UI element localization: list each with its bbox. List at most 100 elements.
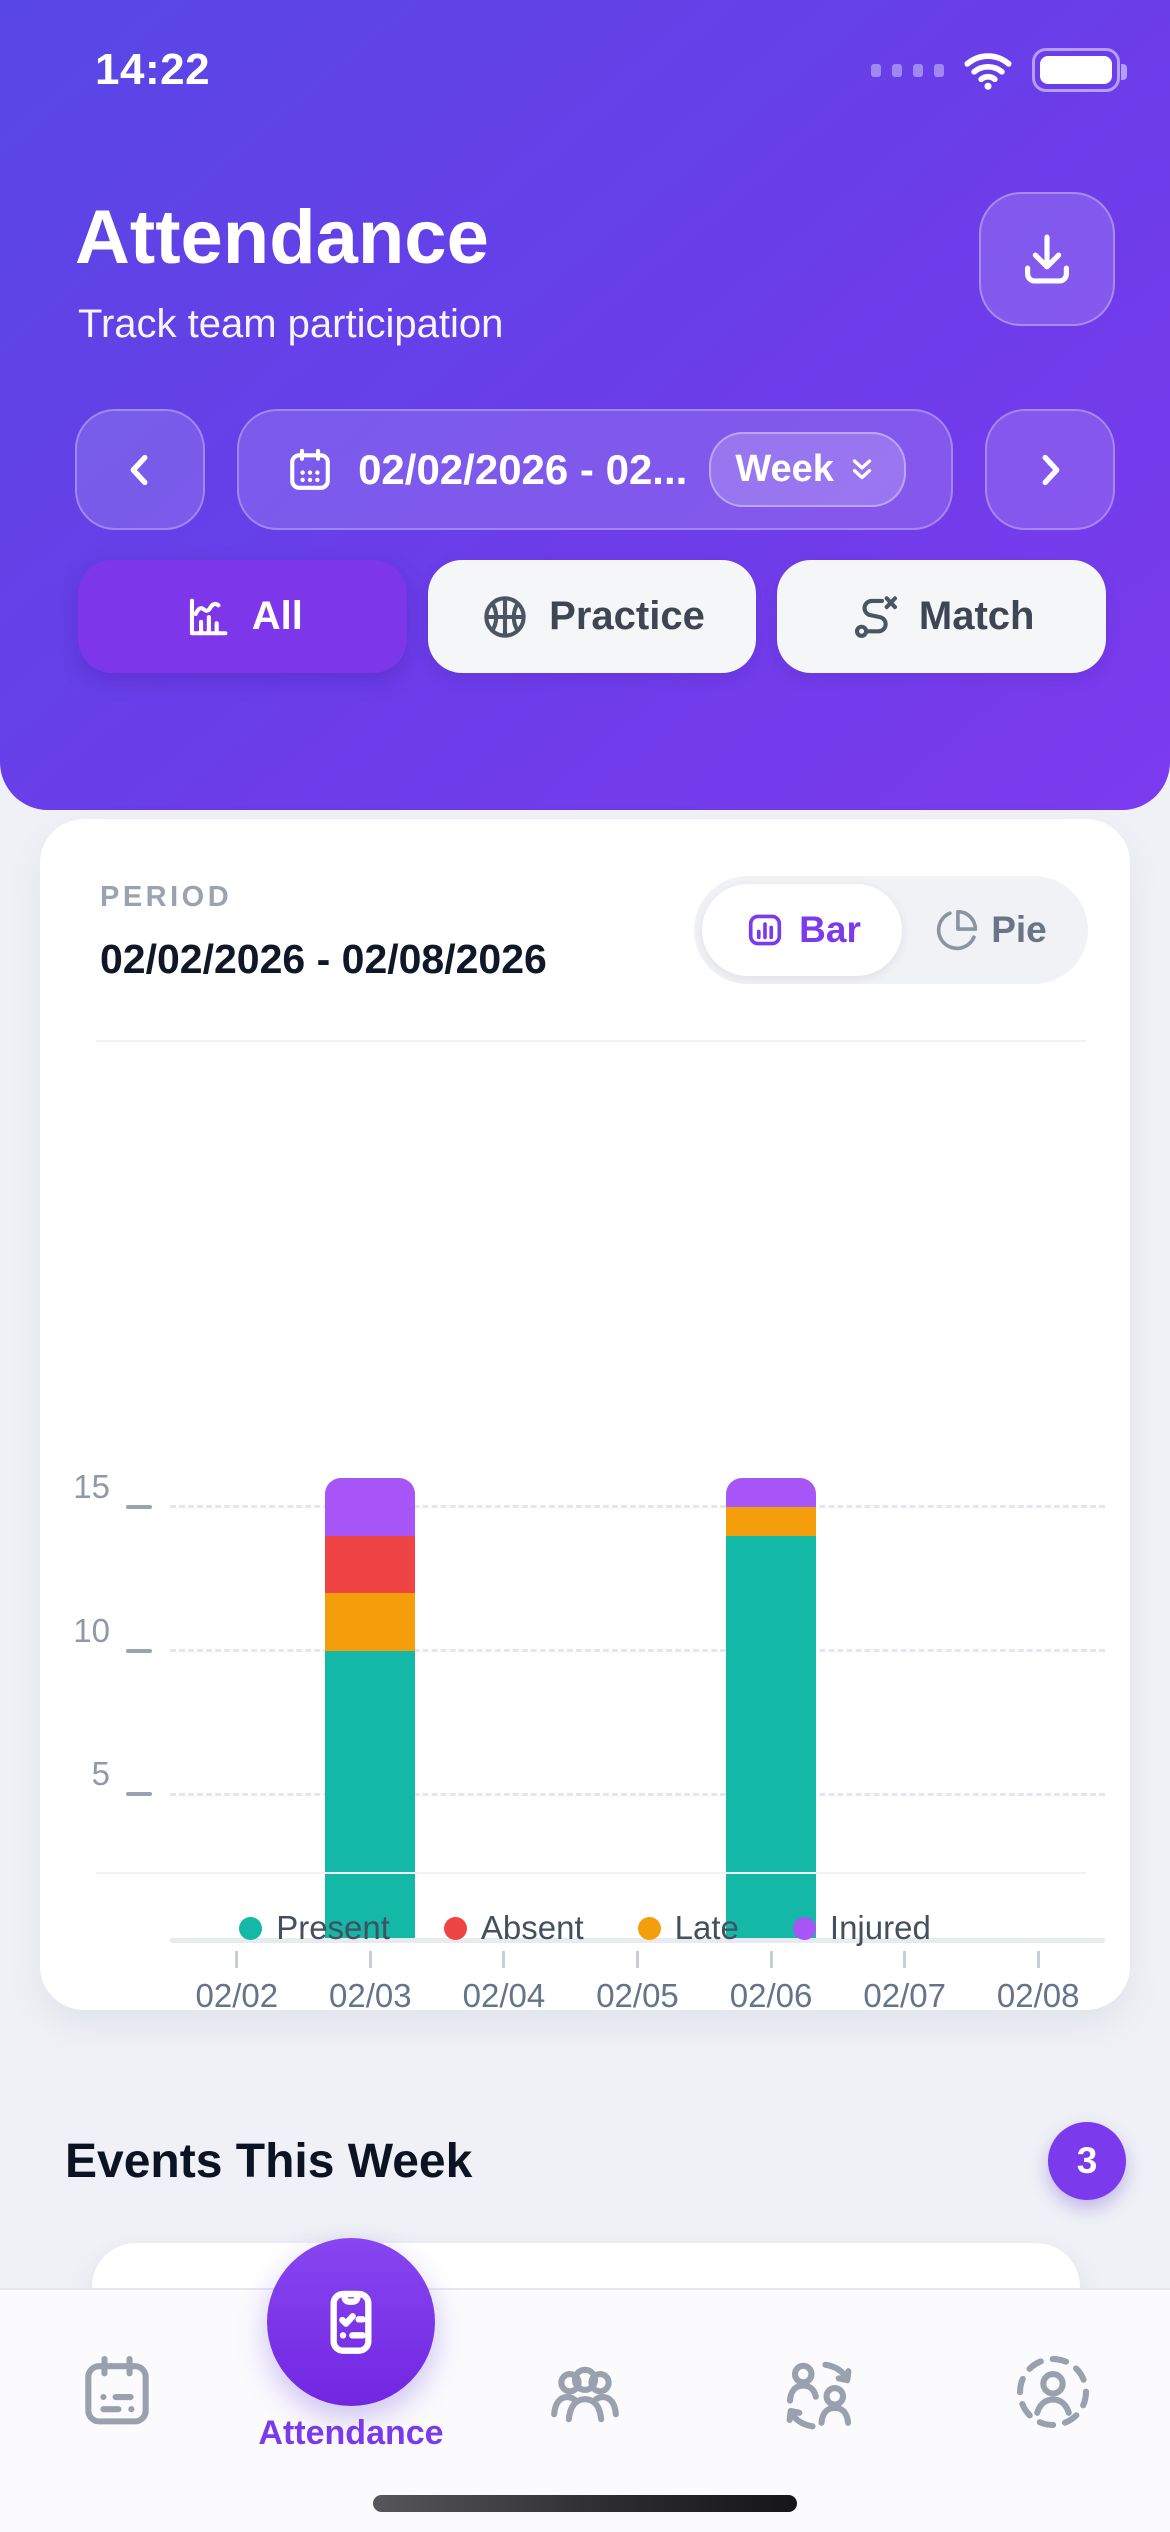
prev-period-button[interactable] <box>75 409 205 530</box>
status-bar: 14:22 <box>95 40 1127 100</box>
tab-attendance-button[interactable] <box>267 2238 435 2406</box>
x-axis-tick <box>1036 1951 1040 1968</box>
y-axis-tick <box>126 1792 152 1797</box>
tab-bar: Attendance <box>0 2238 1170 2532</box>
x-axis-label: 02/03 <box>329 1977 412 2014</box>
legend-label: Present <box>276 1909 390 1946</box>
people-swap-icon <box>776 2349 862 2435</box>
next-period-button[interactable] <box>985 409 1115 530</box>
chart-view-toggle: Bar Pie <box>694 876 1088 984</box>
tab-profile[interactable] <box>936 2290 1170 2470</box>
tab-attendance-label: Attendance <box>258 2414 444 2452</box>
date-range-pill[interactable]: 02/02/2026 - 02... Week <box>237 409 953 530</box>
chevrons-down-icon <box>844 452 880 488</box>
status-time: 14:22 <box>95 45 211 94</box>
events-section-title: Events This Week <box>65 2134 473 2188</box>
basketball-icon <box>479 591 531 643</box>
page-subtitle: Track team participation <box>78 302 504 346</box>
tab-rotations[interactable] <box>702 2290 936 2470</box>
cellular-signal-icon <box>871 63 944 77</box>
y-axis-label: 10 <box>73 1611 110 1649</box>
gridline <box>170 1792 1105 1796</box>
y-axis-tick <box>126 1648 152 1653</box>
card-divider <box>96 1872 1086 1874</box>
period-value: 02/02/2026 - 02/08/2026 <box>100 936 547 982</box>
calendar-schedule-icon <box>74 2349 160 2435</box>
bar-chart-icon <box>743 908 787 952</box>
pie-chart-icon <box>935 908 979 952</box>
x-axis-label: 02/04 <box>462 1977 546 2014</box>
chevron-left-icon <box>117 447 163 493</box>
y-axis-label: 15 <box>73 1467 110 1505</box>
chart-mixed-icon <box>182 591 234 643</box>
bar-segment-injured[interactable] <box>726 1478 817 1507</box>
toggle-pie-view[interactable]: Pie <box>902 884 1080 976</box>
x-axis-tick <box>636 1951 639 1968</box>
bar-stack-02/03[interactable] <box>325 1478 416 1938</box>
x-axis-line <box>170 1938 1105 1943</box>
toggle-bar-label: Bar <box>799 909 861 950</box>
status-icons <box>871 48 1127 92</box>
toggle-bar-view[interactable]: Bar <box>702 884 902 976</box>
legend-dot <box>637 1916 661 1940</box>
chevron-right-icon <box>1027 447 1073 493</box>
legend-label: Late <box>674 1909 739 1946</box>
x-axis-label: 02/06 <box>729 1977 813 2014</box>
period-mode-selector[interactable]: Week <box>709 432 906 507</box>
legend-item-late: Late <box>637 1909 739 1947</box>
bar-segment-late[interactable] <box>325 1593 416 1651</box>
bar-segment-absent[interactable] <box>325 1535 416 1593</box>
bar-segment-late[interactable] <box>726 1506 817 1536</box>
chart-legend: Present Absent Late Injured <box>40 1909 1130 1947</box>
x-axis-label: 02/08 <box>996 1977 1080 2014</box>
filter-chip-practice[interactable]: Practice <box>427 560 757 673</box>
bar-segment-present[interactable] <box>726 1535 817 1938</box>
x-axis-label: 02/02 <box>195 1977 279 2014</box>
gridline <box>170 1505 1105 1509</box>
legend-dot <box>792 1916 816 1940</box>
y-axis-tick <box>126 1504 152 1509</box>
legend-label: Absent <box>480 1909 584 1946</box>
filter-chip-label: Match <box>918 594 1035 638</box>
x-axis-tick <box>235 1951 239 1968</box>
events-count-badge: 3 <box>1048 2122 1126 2200</box>
battery-icon <box>1032 48 1127 92</box>
x-axis-tick <box>368 1951 372 1968</box>
user-circle-dashed-icon <box>1010 2349 1096 2435</box>
legend-item-absent: Absent <box>443 1909 584 1947</box>
filter-chip-match[interactable]: Match <box>777 560 1107 673</box>
period-mode-label: Week <box>735 448 834 490</box>
legend-item-present: Present <box>239 1909 390 1947</box>
filter-chip-all[interactable]: All <box>78 560 407 673</box>
date-navigation: 02/02/2026 - 02... Week <box>75 409 1115 530</box>
home-indicator[interactable] <box>373 2495 797 2512</box>
bar-stack-02/06[interactable] <box>726 1478 817 1938</box>
x-axis-label: 02/07 <box>863 1977 946 2014</box>
strategy-icon <box>849 591 901 643</box>
x-axis-tick <box>903 1951 907 1968</box>
users-icon <box>542 2349 628 2435</box>
filter-chip-label: All <box>251 594 303 638</box>
download-icon <box>1016 228 1078 290</box>
legend-dot <box>239 1916 263 1940</box>
card-divider <box>96 1040 1086 1042</box>
legend-item-injured: Injured <box>792 1909 931 1947</box>
date-range-label: 02/02/2026 - 02... <box>358 445 688 493</box>
toggle-pie-label: Pie <box>991 909 1047 950</box>
event-type-filters: All Practice <box>78 560 1107 673</box>
tab-team[interactable] <box>468 2290 702 2470</box>
bar-segment-injured[interactable] <box>325 1478 416 1536</box>
clipboard-check-icon <box>311 2282 391 2362</box>
y-axis-label: 5 <box>91 1755 110 1793</box>
attendance-chart-card: PERIOD 02/02/2026 - 02/08/2026 Bar <box>40 819 1130 2014</box>
x-axis-label: 02/05 <box>596 1977 679 2014</box>
page-title: Attendance <box>75 195 489 280</box>
download-button[interactable] <box>979 192 1115 326</box>
legend-dot <box>443 1916 467 1940</box>
x-axis-tick <box>769 1951 773 1968</box>
header-hero: 14:22 Attendance <box>0 0 1170 810</box>
gridline <box>170 1649 1105 1652</box>
bar-segment-present[interactable] <box>325 1650 416 1938</box>
tab-schedule[interactable] <box>0 2290 234 2470</box>
